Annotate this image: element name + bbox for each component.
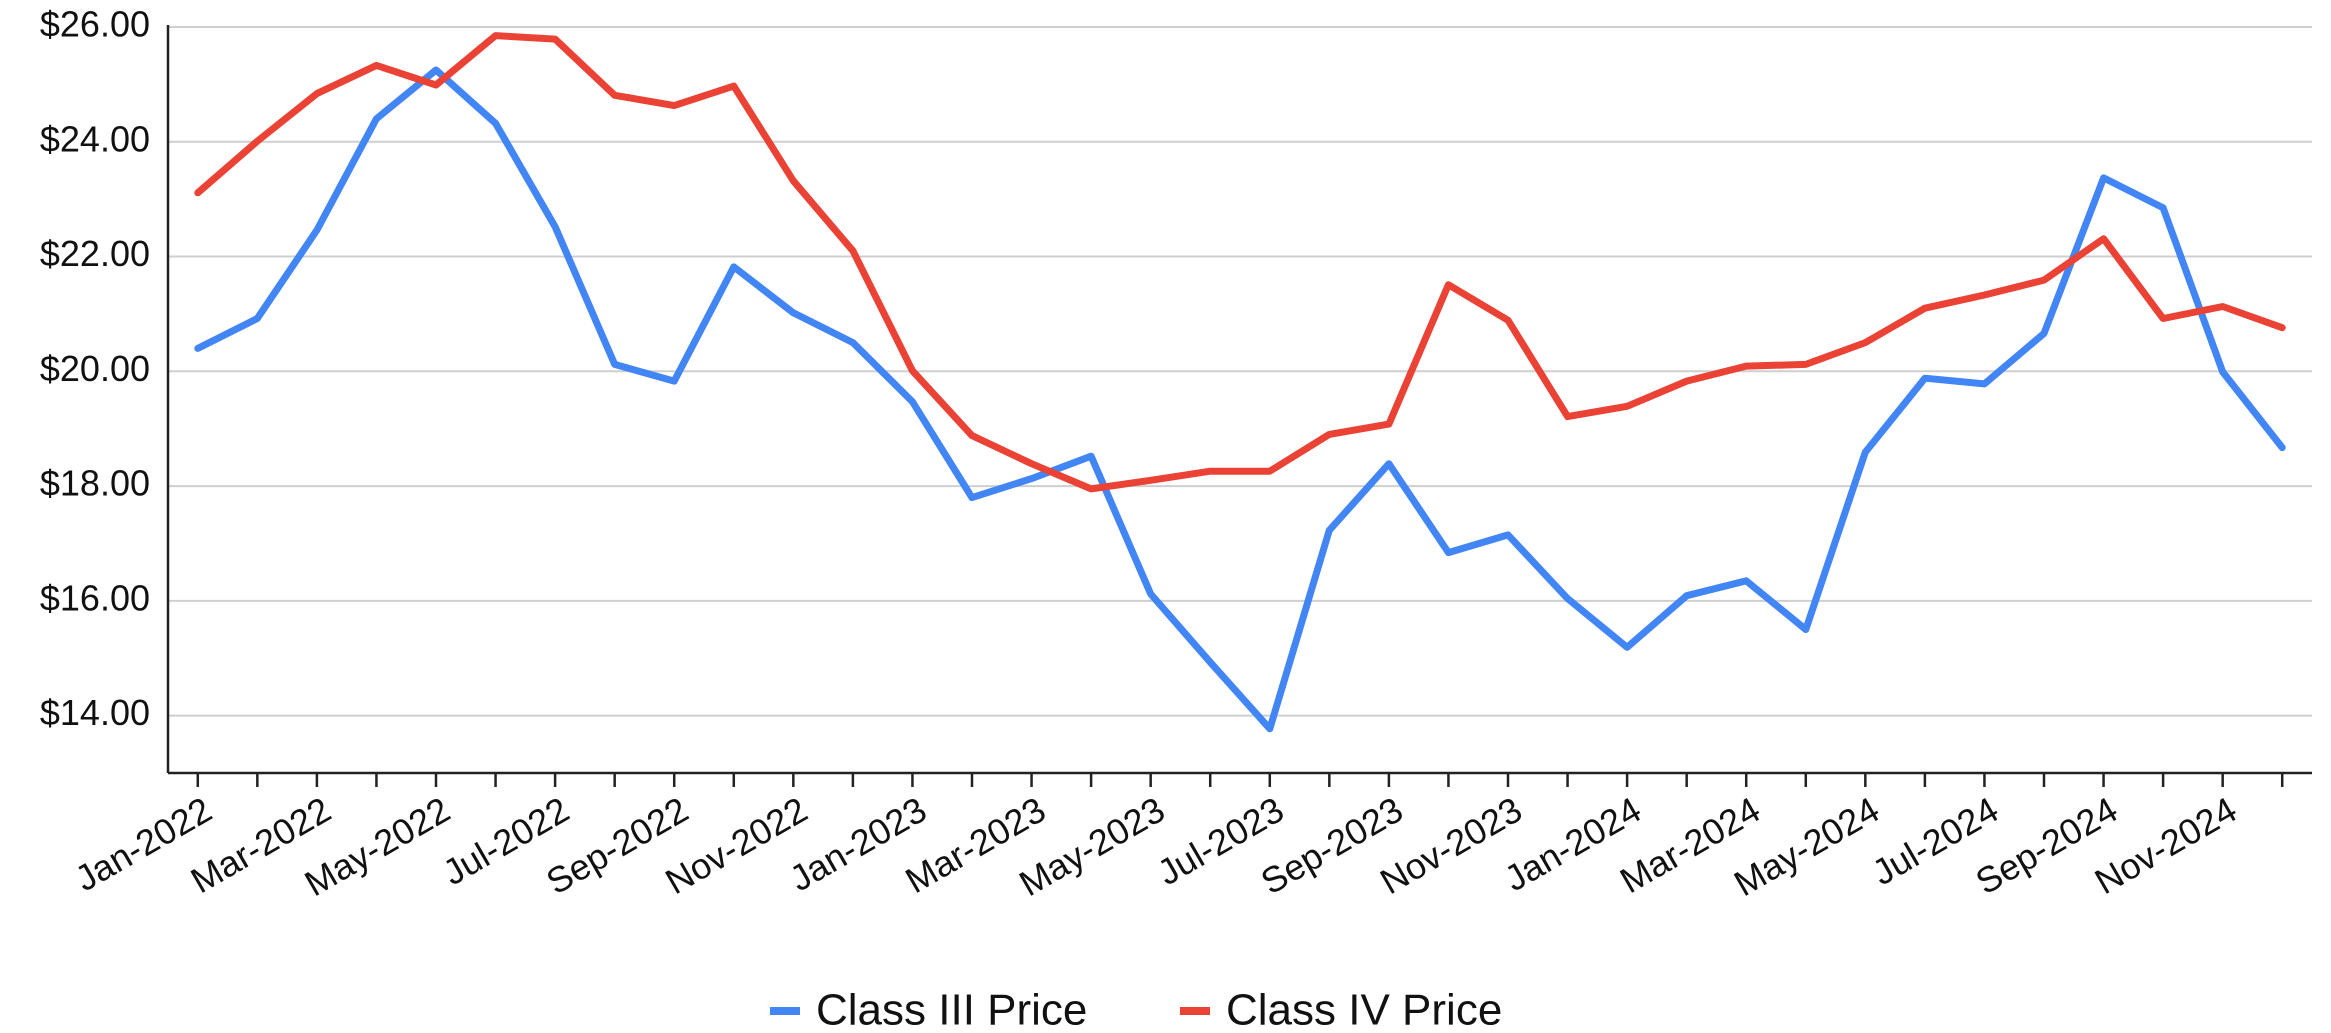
y-tick-label: $22.00 [40,233,150,274]
legend-label: Class IV Price [1226,986,1502,1033]
y-tick-label: $18.00 [40,463,150,504]
data-line [194,32,2286,493]
y-tick-label: $20.00 [40,348,150,389]
y-tick-label: $24.00 [40,118,150,159]
data-line [194,66,2286,733]
legend-label: Class III Price [816,986,1087,1033]
y-tick-label: $16.00 [40,577,150,618]
y-tick-label: $14.00 [40,692,150,733]
y-tick-label: $26.00 [40,4,150,45]
